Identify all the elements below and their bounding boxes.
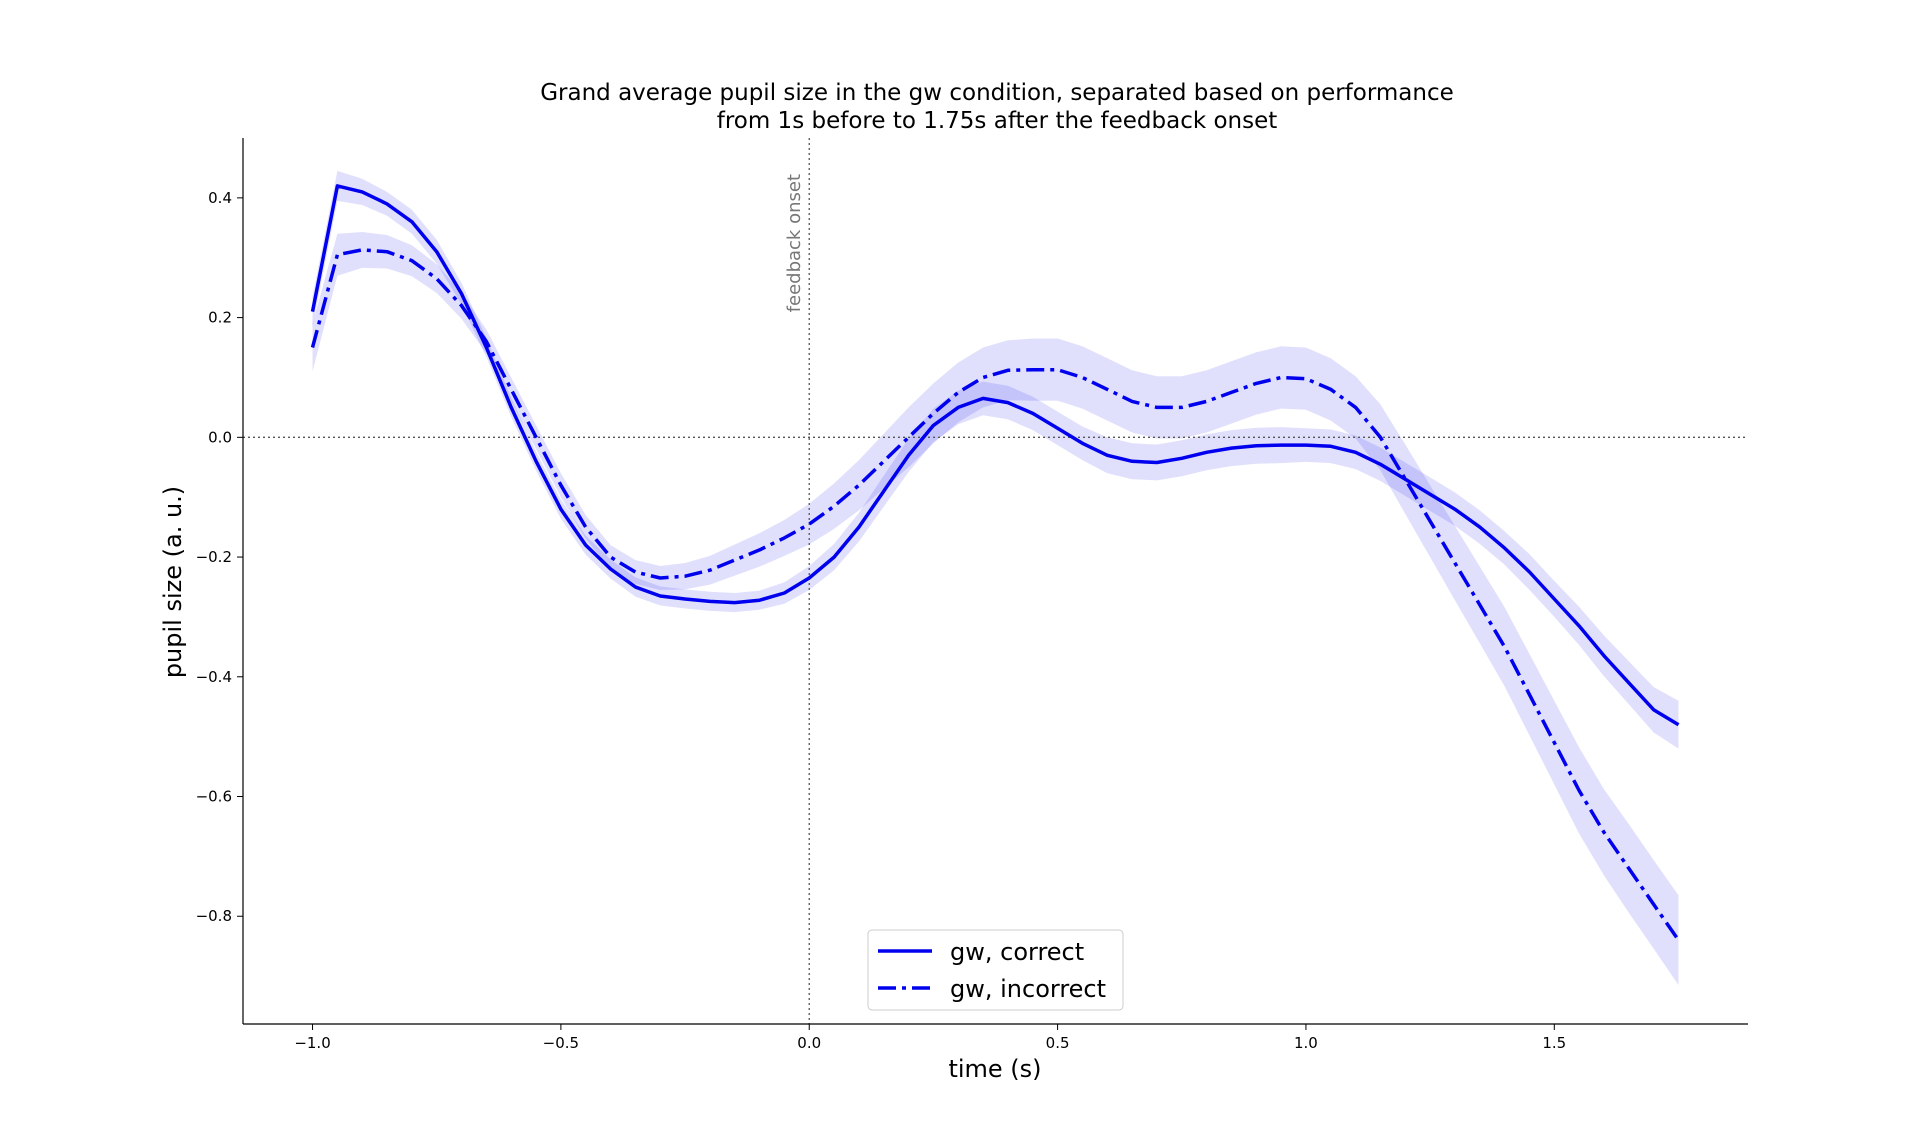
error-band-incorrect	[312, 232, 1679, 986]
x-axis-label: time (s)	[948, 1055, 1041, 1083]
y-tick-label: 0.2	[208, 309, 232, 327]
chart-title: Grand average pupil size in the gw condi…	[540, 80, 1454, 106]
y-tick-label: 0.0	[208, 428, 232, 446]
y-ticks: 0.4 0.2 0.0 −0.2 −0.4 −0.6 −0.8	[196, 189, 243, 925]
x-ticks: −1.0 −0.5 0.0 0.5 1.0 1.5	[294, 1024, 1566, 1052]
series-lines	[310, 184, 1680, 942]
legend: gw, correct gw, incorrect	[867, 929, 1124, 1011]
y-tick-label: −0.6	[196, 788, 232, 806]
x-tick-label: 1.5	[1542, 1034, 1566, 1052]
legend-label-incorrect: gw, incorrect	[950, 975, 1106, 1003]
series-line-incorrect	[310, 248, 1680, 942]
y-tick-label: −0.4	[196, 668, 232, 686]
y-tick-label: 0.4	[208, 189, 232, 207]
confidence-bands	[312, 170, 1679, 986]
chart-subtitle: from 1s before to 1.75s after the feedba…	[717, 108, 1278, 134]
x-tick-label: 0.0	[797, 1034, 821, 1052]
series-line-correct	[310, 184, 1680, 727]
y-tick-label: −0.8	[196, 907, 232, 925]
x-tick-label: −1.0	[294, 1034, 330, 1052]
reference-lines	[243, 138, 1748, 1024]
legend-label-correct: gw, correct	[950, 938, 1084, 966]
x-tick-label: 0.5	[1046, 1034, 1070, 1052]
x-tick-label: 1.0	[1294, 1034, 1318, 1052]
y-axis-label: pupil size (a. u.)	[159, 486, 187, 678]
y-tick-label: −0.2	[196, 548, 232, 566]
feedback-onset-annotation: feedback onset	[784, 174, 805, 312]
error-band-correct	[312, 170, 1679, 749]
x-tick-label: −0.5	[543, 1034, 579, 1052]
